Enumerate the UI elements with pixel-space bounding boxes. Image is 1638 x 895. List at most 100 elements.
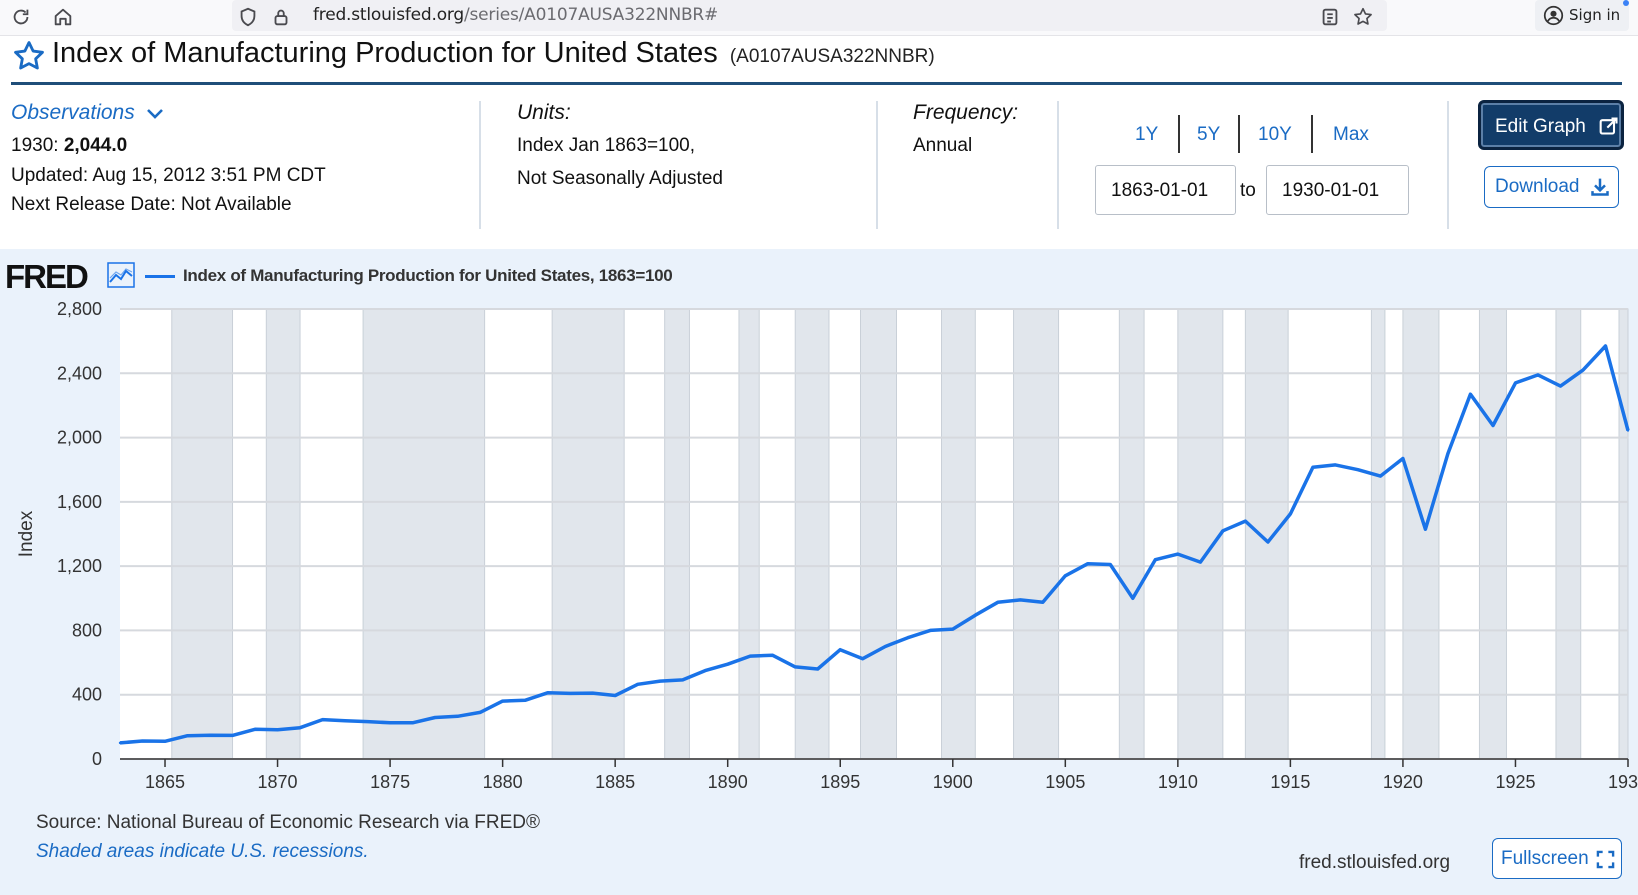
data-point — [1154, 558, 1157, 561]
favorite-star-icon[interactable] — [12, 39, 46, 73]
range-5y-button[interactable]: 5Y — [1197, 124, 1221, 145]
data-point — [591, 691, 594, 695]
series-title: Index of Manufacturing Production for Un… — [52, 37, 718, 69]
data-point — [321, 718, 324, 721]
data-point — [861, 657, 864, 660]
data-point — [1491, 424, 1495, 427]
data-point — [1244, 519, 1247, 523]
legend-label: Index of Manufacturing Production for Un… — [183, 266, 673, 285]
latest-value: 2,044.0 — [63, 135, 128, 156]
range-separator — [1178, 115, 1180, 153]
data-point — [231, 734, 234, 737]
recession-band — [794, 308, 830, 760]
latest-period: 1930: — [11, 135, 64, 156]
recession-band — [1177, 308, 1224, 760]
data-point — [163, 740, 167, 743]
x-tick-label: 1880 — [483, 772, 523, 792]
data-point — [523, 699, 527, 702]
y-tick-label: 2,000 — [57, 428, 102, 448]
range-max-button[interactable]: Max — [1333, 124, 1369, 145]
bookmark-star-icon[interactable] — [1352, 6, 1374, 28]
account-icon — [1543, 5, 1564, 26]
recession-band — [941, 308, 976, 760]
x-tick-label: 1885 — [595, 772, 635, 792]
fullscreen-button[interactable]: Fullscreen — [1492, 838, 1622, 879]
data-point — [906, 636, 909, 639]
data-point — [1289, 512, 1292, 516]
data-point — [681, 678, 684, 682]
data-point — [1626, 429, 1630, 432]
data-point — [771, 654, 774, 657]
recession-band — [738, 308, 760, 760]
units-line-2: Not Seasonally Adjusted — [517, 168, 723, 189]
y-tick-label: 400 — [72, 685, 102, 705]
data-point — [298, 726, 302, 729]
download-button[interactable]: Download — [1484, 166, 1619, 208]
data-point — [501, 699, 504, 703]
title-divider — [11, 82, 1622, 85]
x-tick-label: 1925 — [1495, 772, 1535, 792]
latest-observation: 1930: 2,044.0 — [11, 135, 127, 157]
data-point — [1311, 466, 1315, 469]
edit-graph-button[interactable]: Edit Graph — [1478, 100, 1624, 150]
start-date-input[interactable]: 1863-01-01 — [1095, 165, 1236, 215]
address-bar[interactable] — [232, 0, 1387, 31]
y-tick-label: 800 — [72, 620, 102, 640]
x-tick-label: 1870 — [258, 772, 298, 792]
download-label: Download — [1495, 176, 1580, 197]
data-point — [366, 720, 369, 723]
recession-band — [551, 308, 625, 760]
recession-band — [1013, 308, 1060, 760]
x-tick-label: 1920 — [1383, 772, 1423, 792]
line-chart[interactable]: 0 400 800 1,200 1,600 2,000 2,400 2,800 1865 1870… — [0, 290, 1638, 800]
divider — [479, 101, 481, 229]
data-point — [1401, 457, 1405, 460]
recession-shading-note[interactable]: Shaded areas indicate U.S. recessions. — [36, 841, 369, 862]
data-point — [433, 716, 437, 719]
data-point — [1536, 373, 1540, 377]
recession-band — [171, 308, 234, 760]
frequency-label: Frequency: — [913, 101, 1019, 124]
x-tick-label: 1890 — [708, 772, 748, 792]
observations-link[interactable]: Observations — [11, 101, 135, 124]
reload-icon[interactable] — [10, 6, 32, 28]
data-point — [974, 613, 977, 617]
data-point — [1581, 368, 1585, 372]
range-1y-button[interactable]: 1Y — [1135, 124, 1159, 145]
url-text[interactable]: fred.stlouisfed.org/series/A0107AUSA322N… — [313, 5, 719, 25]
chevron-down-icon[interactable] — [146, 108, 164, 120]
x-tick-label: 1905 — [1045, 772, 1085, 792]
data-point — [1266, 540, 1270, 544]
reader-icon[interactable] — [1319, 6, 1341, 28]
y-axis-label: Index — [16, 510, 37, 557]
lock-icon[interactable] — [270, 6, 292, 28]
home-icon[interactable] — [52, 6, 74, 28]
data-point — [816, 667, 819, 671]
y-tick-label: 0 — [92, 749, 102, 769]
data-point — [884, 645, 887, 648]
shield-icon[interactable] — [237, 6, 259, 28]
data-point — [1131, 597, 1135, 600]
data-point — [208, 734, 212, 737]
range-separator — [1238, 115, 1240, 153]
y-tick-label: 1,200 — [57, 556, 102, 576]
x-tick-label: 1865 — [145, 772, 185, 792]
recession-band — [1618, 308, 1629, 760]
sign-in-button[interactable]: Sign in — [1535, 0, 1629, 31]
data-point — [1109, 563, 1112, 566]
recession-band — [1402, 308, 1440, 760]
end-date-input[interactable]: 1930-01-01 — [1266, 165, 1409, 215]
data-point — [1604, 344, 1607, 348]
data-point — [749, 654, 752, 658]
divider — [876, 101, 878, 229]
range-10y-button[interactable]: 10Y — [1258, 124, 1292, 145]
data-point — [1514, 381, 1517, 385]
data-point — [478, 711, 482, 714]
data-point — [636, 683, 639, 686]
page-title: Index of Manufacturing Production for Un… — [52, 37, 935, 70]
data-point — [794, 665, 797, 669]
date-range-to-label: to — [1240, 180, 1256, 201]
data-point — [118, 741, 122, 745]
next-release-date: Next Release Date: Not Available — [11, 194, 292, 215]
data-point — [546, 691, 549, 694]
